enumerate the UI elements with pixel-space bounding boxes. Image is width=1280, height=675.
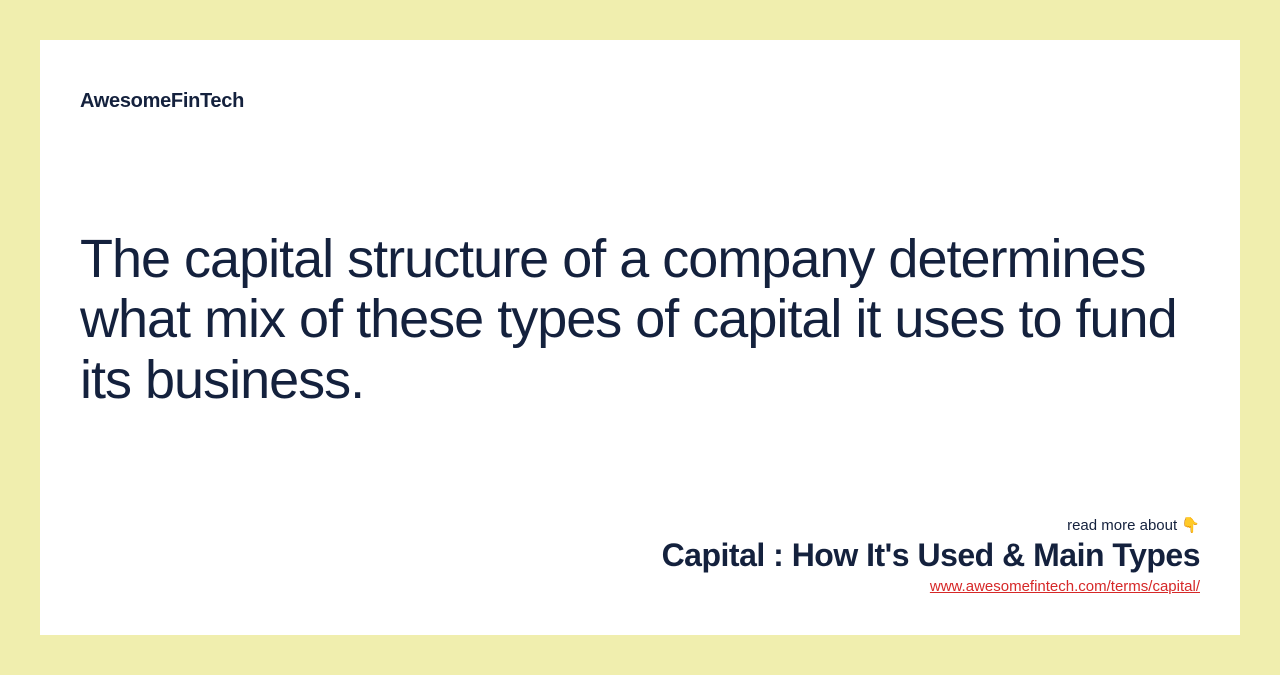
- content-card: AwesomeFinTech The capital structure of …: [40, 40, 1240, 635]
- quote-text: The capital structure of a company deter…: [80, 229, 1200, 410]
- main-content: The capital structure of a company deter…: [80, 113, 1200, 516]
- footer: read more about 👇 Capital : How It's Use…: [80, 516, 1200, 595]
- article-title: Capital : How It's Used & Main Types: [662, 536, 1200, 574]
- article-link[interactable]: www.awesomefintech.com/terms/capital/: [930, 578, 1200, 595]
- read-more-label: read more about 👇: [1067, 516, 1200, 534]
- brand-name: AwesomeFinTech: [80, 90, 1200, 113]
